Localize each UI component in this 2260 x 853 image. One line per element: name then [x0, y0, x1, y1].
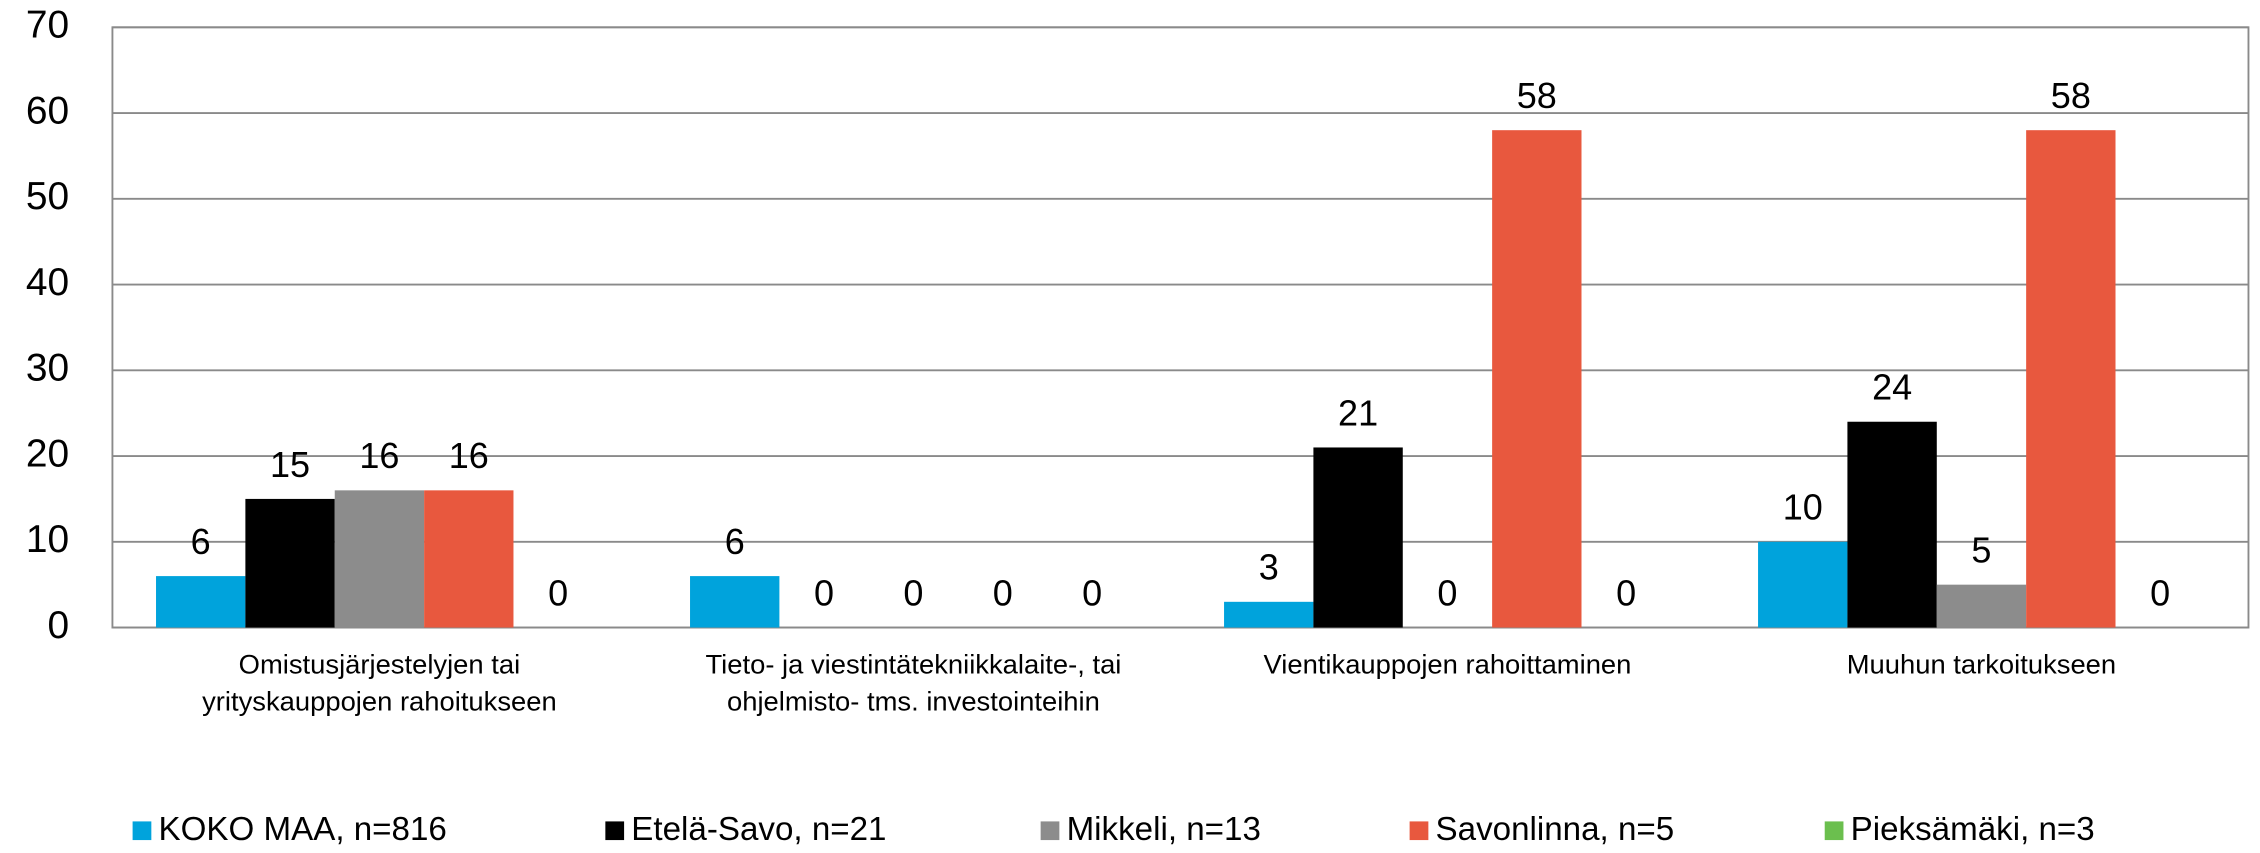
- y-tick-label: 30: [26, 347, 69, 390]
- data-label: 24: [1872, 367, 1912, 408]
- data-label: 0: [814, 572, 834, 613]
- bar: [1224, 601, 1314, 628]
- bar: [245, 498, 335, 628]
- data-label: 15: [270, 444, 310, 485]
- bar: [690, 576, 780, 628]
- data-label: 16: [359, 435, 399, 476]
- data-label: 58: [2051, 75, 2091, 116]
- data-label: 0: [993, 572, 1013, 613]
- data-label: 0: [548, 572, 568, 613]
- data-label: 6: [725, 521, 745, 562]
- data-label: 0: [1616, 572, 1636, 613]
- bar: [1936, 584, 2027, 628]
- bar: [1847, 421, 1937, 628]
- y-tick-label: 20: [26, 432, 69, 475]
- data-label: 3: [1259, 547, 1279, 588]
- legend-swatch: [1040, 821, 1060, 841]
- data-label: 6: [191, 521, 211, 562]
- data-label: 0: [903, 572, 923, 613]
- plot-frame: [111, 26, 2250, 629]
- bar: [2026, 130, 2116, 628]
- data-label: 0: [1082, 572, 1102, 613]
- legend-label: Pieksämäki, n=3: [1851, 811, 2095, 848]
- legend-swatch: [1824, 821, 1844, 841]
- y-tick-label: 70: [26, 4, 69, 47]
- x-tick-label: Omistusjärjestelyjen tai yrityskauppojen …: [202, 649, 557, 717]
- legend-label: KOKO MAA, n=816: [159, 811, 447, 848]
- x-tick-label: Muuhun tarkoitukseen: [1847, 649, 2116, 680]
- bar: [424, 490, 514, 628]
- legend-swatch: [132, 821, 152, 841]
- data-label: 16: [449, 435, 489, 476]
- data-label: 21: [1338, 392, 1378, 433]
- bar: [1758, 541, 1848, 628]
- x-tick-label: Vientikauppojen rahoittaminen: [1264, 649, 1632, 680]
- bar: [156, 576, 246, 628]
- data-label: 58: [1517, 75, 1557, 116]
- y-tick-label: 50: [26, 175, 69, 218]
- y-tick-label: 40: [26, 261, 69, 304]
- legend-label: Savonlinna, n=5: [1436, 811, 1675, 848]
- y-tick-label: 0: [48, 604, 70, 647]
- legend-label: Mikkeli, n=13: [1067, 811, 1261, 848]
- data-label: 10: [1783, 487, 1823, 528]
- y-tick-label: 10: [26, 518, 69, 561]
- legend-swatch: [1409, 821, 1429, 841]
- data-label: 0: [2150, 572, 2170, 613]
- bar: [1492, 130, 1582, 628]
- x-tick-label: Tieto- ja viestintätekniikkalaite-, tai o…: [705, 649, 1121, 717]
- bar: [334, 490, 425, 628]
- data-label: 0: [1437, 572, 1457, 613]
- y-tick-label: 60: [26, 89, 69, 132]
- legend-swatch: [605, 821, 625, 841]
- data-label: 5: [1971, 530, 1991, 571]
- legend-label: Etelä-Savo, n=21: [631, 811, 886, 848]
- bar: [1313, 447, 1403, 628]
